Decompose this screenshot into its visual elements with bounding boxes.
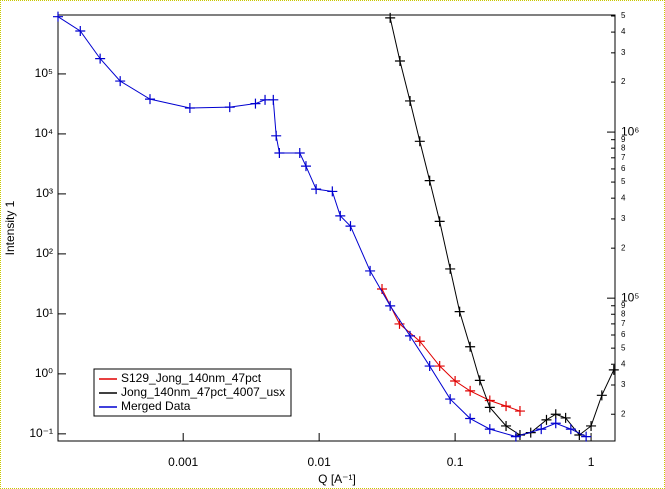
- data-marker: [465, 385, 476, 396]
- data-marker: [345, 221, 356, 232]
- y-tick-label: 10³: [36, 186, 53, 200]
- y2-tick-label: 4: [621, 359, 626, 368]
- y2-tick-label: 5: [621, 177, 626, 186]
- y2-tick-label: 3: [621, 48, 626, 57]
- data-marker: [510, 431, 521, 442]
- data-marker: [565, 424, 576, 435]
- data-marker: [145, 94, 156, 105]
- legend-box: [93, 368, 292, 417]
- data-marker: [484, 402, 495, 413]
- data-marker: [596, 390, 607, 401]
- legend-label: S129_Jong_140nm_47pct: [121, 371, 262, 385]
- data-marker: [385, 300, 396, 311]
- y2-tick-label: 9: [621, 301, 626, 310]
- series-line: [57, 16, 587, 438]
- y2-tick-label: 5: [621, 11, 626, 20]
- y2-tick-label: 8: [621, 143, 626, 152]
- data-marker: [550, 409, 561, 420]
- y2-tick-label: 8: [621, 309, 626, 318]
- data-marker: [434, 361, 445, 372]
- data-marker: [294, 148, 305, 159]
- data-marker: [274, 148, 285, 159]
- data-marker: [608, 364, 619, 375]
- data-marker: [445, 263, 456, 274]
- data-marker: [560, 412, 571, 423]
- y-tick-label: 10¹: [36, 306, 53, 320]
- data-marker: [465, 413, 476, 424]
- data-marker: [450, 376, 461, 387]
- data-marker: [434, 216, 445, 227]
- y2-tick-label: 3: [621, 214, 626, 223]
- data-marker: [385, 12, 396, 23]
- y2-tick-label: 4: [621, 27, 626, 36]
- data-marker: [424, 175, 435, 186]
- data-marker: [414, 136, 425, 147]
- series-line: [381, 288, 521, 412]
- y2-tick-label: 3: [621, 380, 626, 389]
- y-axis-label: Intensity 1: [3, 200, 17, 255]
- y2-tick-label: 6: [621, 330, 626, 339]
- y2-tick-label: 2: [621, 409, 626, 418]
- data-marker: [300, 161, 311, 172]
- x-tick-label: 0.1: [447, 455, 464, 469]
- y2-tick-label: 2: [621, 243, 626, 252]
- y2-tick-label: 10⁵: [621, 290, 639, 304]
- data-marker: [581, 431, 592, 442]
- y2-tick-label: 10⁶: [621, 124, 639, 138]
- y-tick-label: 10⁻¹: [29, 426, 53, 440]
- x-tick-label: 0.001: [168, 455, 198, 469]
- data-marker: [75, 25, 86, 36]
- data-marker: [250, 98, 261, 109]
- data-marker: [474, 375, 485, 386]
- data-marker: [501, 420, 512, 431]
- data-marker: [586, 420, 597, 431]
- data-marker: [484, 424, 495, 435]
- y-tick-label: 10²: [36, 246, 53, 260]
- data-marker: [514, 406, 525, 417]
- data-marker: [53, 11, 63, 22]
- y2-tick-label: 7: [621, 319, 626, 328]
- legend-label: Merged Data: [121, 399, 191, 413]
- data-marker: [501, 401, 512, 412]
- y2-tick-label: 2: [621, 77, 626, 86]
- data-marker: [454, 306, 465, 317]
- data-marker: [327, 186, 338, 197]
- data-marker: [268, 94, 279, 105]
- data-marker: [414, 336, 425, 347]
- data-marker: [335, 210, 346, 221]
- data-marker: [115, 76, 126, 87]
- y-tick-label: 10⁴: [34, 126, 53, 140]
- y2-tick-label: 6: [621, 164, 626, 173]
- y2-tick-label: 7: [621, 153, 626, 162]
- data-marker: [365, 265, 376, 276]
- data-marker: [95, 53, 106, 64]
- data-marker: [550, 418, 561, 429]
- x-axis-label: Q [A⁻¹]: [318, 472, 356, 486]
- data-marker: [536, 424, 547, 435]
- x-tick-label: 1: [588, 455, 595, 469]
- y2-tick-label: 5: [621, 343, 626, 352]
- data-marker: [184, 103, 195, 114]
- data-marker: [311, 184, 322, 195]
- data-marker: [465, 341, 476, 352]
- plot-frame: [57, 14, 616, 442]
- data-marker: [541, 414, 552, 425]
- y2-tick-label: 9: [621, 135, 626, 144]
- data-marker: [394, 55, 405, 66]
- data-marker: [224, 102, 235, 113]
- data-marker: [405, 330, 416, 341]
- data-marker: [271, 130, 282, 141]
- x-tick-label: 0.01: [307, 455, 331, 469]
- y-tick-label: 10⁰: [35, 366, 53, 380]
- data-marker: [445, 394, 456, 405]
- data-marker: [424, 361, 435, 372]
- legend-label: Jong_140nm_47pct_4007_usx: [121, 385, 285, 399]
- data-marker: [405, 95, 416, 106]
- series-line: [389, 17, 615, 436]
- y2-tick-label: 4: [621, 193, 626, 202]
- y-tick-label: 10⁵: [35, 66, 53, 80]
